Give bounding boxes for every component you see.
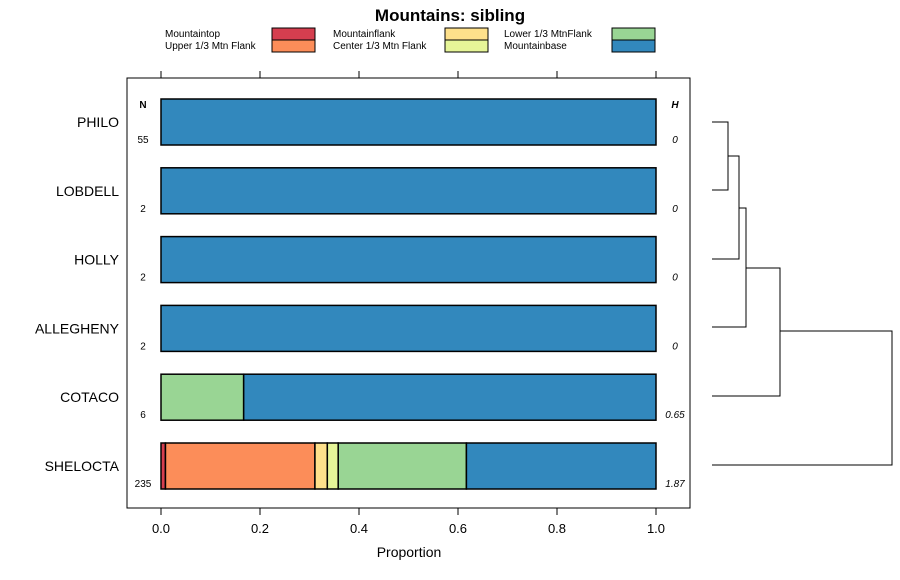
bar-segment-allegheny-mountainbase (160, 304, 657, 353)
legend-swatch-mountainbase (611, 39, 656, 53)
bar-segment-shelocta-mountainbase (465, 442, 657, 490)
row-label-philo: PHILO (77, 114, 119, 130)
n-value-shelocta: 235 (135, 479, 152, 490)
bar-segment-cotaco-lower-1-3-mtnflank (160, 373, 245, 421)
h-value-allegheny: 0 (672, 341, 678, 352)
row-labels: PHILO 55 0 LOBDELL 2 0 HOLLY 2 0 ALLEGHENY 2 0 COTAC… (35, 114, 685, 490)
x-tick-label: 1.0 (647, 521, 665, 536)
bar-segment-shelocta-center-1-3-mtn-flank (326, 442, 339, 490)
dendrogram-branch (712, 121, 729, 191)
legend-swatch-mountainflank (444, 27, 489, 41)
h-value-philo: 0 (672, 135, 678, 146)
x-tick-label: 0.0 (152, 521, 170, 536)
n-value-cotaco: 6 (140, 410, 146, 421)
row-label-cotaco: COTACO (60, 389, 119, 405)
legend-swatch-lower-1-3-mtnflank (611, 27, 656, 41)
bars (160, 98, 657, 490)
legend-label-upper-1-3-mtn-flank: Upper 1/3 Mtn Flank (165, 41, 257, 52)
n-header: N (139, 100, 146, 111)
plot-frame (126, 77, 691, 509)
x-tick-label: 0.8 (548, 521, 566, 536)
h-value-lobdell: 0 (672, 204, 678, 215)
x-axis-title: Proportion (377, 544, 442, 560)
chart-title: Mountains: sibling (375, 6, 525, 25)
dendrogram-branch (712, 267, 781, 397)
n-value-lobdell: 2 (140, 204, 146, 215)
row-label-holly: HOLLY (74, 252, 120, 268)
bar-segment-shelocta-lower-1-3-mtnflank (337, 442, 468, 490)
h-header: H (671, 100, 679, 111)
row-label-lobdell: LOBDELL (56, 183, 119, 199)
bar-segment-lobdell-mountainbase (160, 167, 657, 215)
x-tick-label: 0.2 (251, 521, 269, 536)
n-value-holly: 2 (140, 273, 146, 284)
dendrogram-branch (712, 155, 740, 260)
bar-segment-shelocta-mountainflank (314, 442, 329, 490)
h-value-holly: 0 (672, 273, 678, 284)
bar-segment-cotaco-mountainbase (242, 373, 657, 421)
legend-swatch-mountaintop (271, 27, 316, 41)
x-tick-label: 0.6 (449, 521, 467, 536)
legend-label-mountainflank: Mountainflank (333, 29, 396, 40)
legend-swatch-center-1-3-mtn-flank (444, 39, 489, 53)
h-value-shelocta: 1.87 (665, 479, 685, 490)
h-value-cotaco: 0.65 (665, 410, 685, 421)
n-value-allegheny: 2 (140, 341, 146, 352)
dendrogram-branch (712, 207, 747, 328)
legend-label-mountainbase: Mountainbase (504, 41, 567, 52)
legend-label-lower-1-3-mtnflank: Lower 1/3 MtnFlank (504, 29, 593, 40)
dendrogram (712, 121, 893, 466)
bar-segment-holly-mountainbase (160, 235, 657, 284)
legend-swatch-upper-1-3-mtn-flank (271, 39, 316, 53)
legend-label-center-1-3-mtn-flank: Center 1/3 Mtn Flank (333, 41, 427, 52)
bar-segment-philo-mountainbase (160, 98, 657, 146)
axes: 0.0 0.2 0.4 0.6 0.8 1.0 (152, 71, 665, 536)
x-tick-label: 0.4 (350, 521, 368, 536)
row-label-allegheny: ALLEGHENY (35, 320, 120, 336)
row-label-shelocta: SHELOCTA (45, 458, 120, 474)
dendrogram-branch (712, 330, 893, 466)
n-value-philo: 55 (137, 135, 149, 146)
bar-segment-shelocta-upper-1-3-mtn-flank (164, 442, 316, 490)
legend-label-mountaintop: Mountaintop (165, 29, 220, 40)
